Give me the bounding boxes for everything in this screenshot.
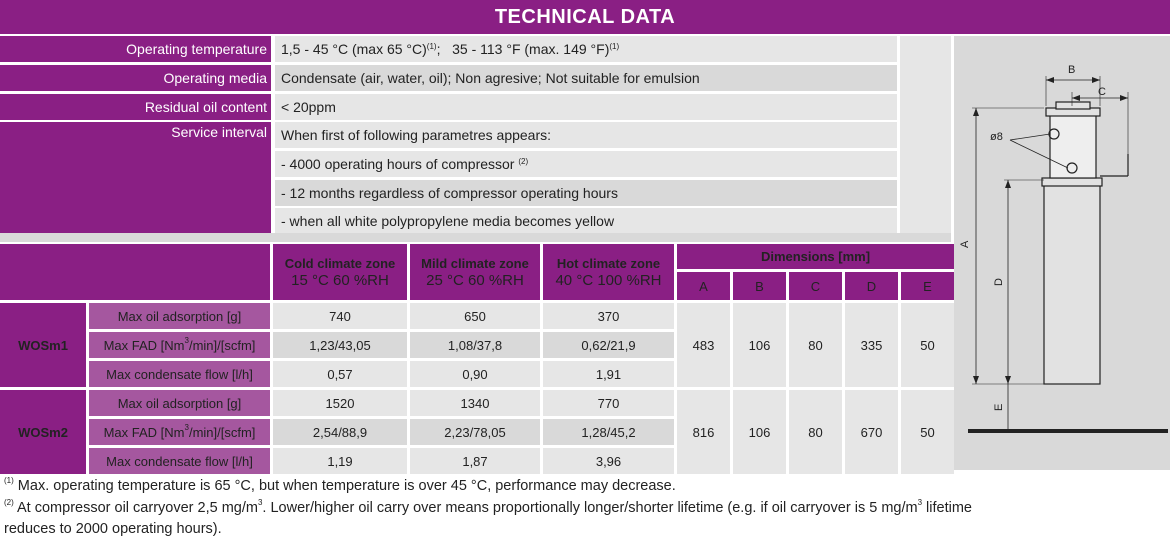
service-line: - 12 months regardless of compressor ope… — [275, 180, 897, 206]
dim-value: 106 — [733, 303, 786, 387]
table-cell: 1,87 — [410, 448, 540, 474]
param-oil-adsorption: Max oil adsorption [g] — [89, 390, 270, 416]
dim-value: 670 — [845, 390, 898, 474]
dim-label-d: D — [845, 272, 898, 300]
dim-label-a: A — [677, 272, 730, 300]
footnote-2-line2: reduces to 2000 operating hours). — [4, 521, 222, 537]
spec-row-service-interval: Service interval When first of following… — [0, 122, 897, 234]
drawing-label-hole: ø8 — [990, 131, 1003, 143]
table-cell: 2,54/88,9 — [273, 419, 407, 445]
drawing-label-c: C — [1098, 86, 1106, 98]
table-cell: 3,96 — [543, 448, 674, 474]
filter-body — [1043, 183, 1101, 385]
param-max-fad: Max FAD [Nm3/min]/[scfm] — [89, 419, 270, 445]
zone-header-hot: Hot climate zone 40 °C 100 %RH — [543, 244, 674, 300]
footnote-2: (2) At compressor oil carryover 2,5 mg/m… — [4, 498, 972, 516]
spec-filler — [900, 36, 951, 240]
table-cell: 0,90 — [410, 361, 540, 387]
dim-value: 483 — [677, 303, 730, 387]
spec-label: Residual oil content — [0, 94, 271, 120]
table-corner — [0, 244, 270, 300]
technical-data-banner: TECHNICAL DATA — [0, 0, 1170, 34]
dim-value: 335 — [845, 303, 898, 387]
body-collar — [1041, 177, 1103, 187]
top-cap — [1055, 101, 1091, 110]
drawing-svg: B C ø8 A D E — [959, 64, 1168, 433]
dim-value: 80 — [789, 303, 842, 387]
param-oil-adsorption: Max oil adsorption [g] — [89, 303, 270, 329]
table-cell: 1,19 — [273, 448, 407, 474]
model-name: WOSm2 — [0, 390, 86, 474]
dim-value: 106 — [733, 390, 786, 474]
dim-label-b: B — [733, 272, 786, 300]
table-cell: 650 — [410, 303, 540, 329]
spec-value: < 20ppm — [275, 94, 897, 120]
drawing-label-b: B — [1068, 64, 1075, 76]
service-line: - when all white polypropylene media bec… — [275, 208, 897, 234]
dimensions-header: Dimensions [mm] — [677, 244, 954, 269]
dim-value: 816 — [677, 390, 730, 474]
table-cell: 1,28/45,2 — [543, 419, 674, 445]
filter-head — [1049, 113, 1097, 179]
hole-lower — [1066, 162, 1078, 174]
technical-drawing: B C ø8 A D E — [954, 36, 1170, 470]
spec-label: Operating temperature — [0, 36, 271, 62]
zone-header-mild: Mild climate zone 25 °C 60 %RH — [410, 244, 540, 300]
dim-value: 50 — [901, 390, 954, 474]
dim-value: 50 — [901, 303, 954, 387]
table-cell: 2,23/78,05 — [410, 419, 540, 445]
table-cell: 1,23/43,05 — [273, 332, 407, 358]
table-cell: 370 — [543, 303, 674, 329]
spec-row-operating-media: Operating media Condensate (air, water, … — [0, 65, 897, 91]
spec-row-residual-oil: Residual oil content < 20ppm — [0, 94, 897, 120]
table-cell: 770 — [543, 390, 674, 416]
table-cell: 1520 — [273, 390, 407, 416]
spec-label: Operating media — [0, 65, 271, 91]
service-line: When first of following parametres appea… — [275, 122, 897, 148]
drawing-label-e: E — [993, 404, 1005, 411]
table-cell: 1,08/37,8 — [410, 332, 540, 358]
technical-table: Cold climate zone 15 °C 60 %RH Mild clima… — [0, 241, 957, 477]
table-cell: 0,57 — [273, 361, 407, 387]
param-condensate-flow: Max condensate flow [l/h] — [89, 448, 270, 474]
table-cell: 1340 — [410, 390, 540, 416]
param-max-fad: Max FAD [Nm3/min]/[scfm] — [89, 332, 270, 358]
spec-value: Condensate (air, water, oil); Non agresi… — [275, 65, 897, 91]
drawing-label-a: A — [959, 240, 971, 248]
dim-value: 80 — [789, 390, 842, 474]
service-line: - 4000 operating hours of compressor (2) — [275, 151, 897, 177]
table-cell: 1,91 — [543, 361, 674, 387]
param-condensate-flow: Max condensate flow [l/h] — [89, 361, 270, 387]
section-separator — [0, 233, 951, 242]
dim-label-e: E — [901, 272, 954, 300]
footnote-1: (1) Max. operating temperature is 65 °C,… — [4, 476, 676, 494]
spec-value: 1,5 - 45 °C (max 65 °C)(1); 35 - 113 °F … — [275, 36, 897, 62]
spec-label: Service interval — [0, 122, 271, 234]
dim-label-c: C — [789, 272, 842, 300]
spec-row-operating-temperature: Operating temperature 1,5 - 45 °C (max 6… — [0, 36, 897, 62]
model-name: WOSm1 — [0, 303, 86, 387]
table-cell: 740 — [273, 303, 407, 329]
drawing-label-d: D — [993, 278, 1005, 286]
table-cell: 0,62/21,9 — [543, 332, 674, 358]
zone-header-cold: Cold climate zone 15 °C 60 %RH — [273, 244, 407, 300]
